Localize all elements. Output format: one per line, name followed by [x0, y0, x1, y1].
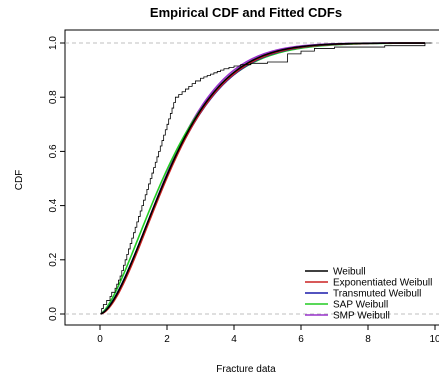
y-tick-label: 0.6 — [48, 144, 59, 158]
legend-label: Exponentiated Weibull — [333, 278, 432, 289]
x-axis-label: Fracture data — [216, 364, 276, 375]
legend-label: SMP Weibull — [333, 311, 390, 322]
x-tick-label: 0 — [97, 334, 103, 345]
y-tick-label: 1.0 — [48, 36, 59, 50]
y-tick-label: 0.2 — [48, 252, 59, 266]
legend-label: Transmuted Weibull — [333, 289, 421, 300]
x-tick-label: 10 — [429, 334, 439, 345]
empirical-cdf-step — [101, 42, 432, 315]
x-axis: 0 2 4 6 8 10 — [97, 325, 439, 345]
y-axis: 0.0 0.2 0.4 0.6 0.8 1.0 — [48, 36, 65, 321]
series-line — [100, 42, 425, 315]
x-tick-label: 6 — [298, 334, 304, 345]
x-tick-label: 2 — [164, 334, 170, 345]
legend-label: Weibull — [333, 267, 366, 278]
x-tick-label: 8 — [365, 334, 371, 345]
y-tick-label: 0.4 — [48, 198, 59, 212]
chart-title: Empirical CDF and Fitted CDFs — [150, 5, 342, 20]
plot-frame — [64, 29, 439, 326]
x-tick-label: 4 — [231, 334, 237, 345]
legend-label: SAP Weibull — [333, 300, 388, 311]
plot-area — [64, 29, 439, 326]
y-tick-label: 0.8 — [48, 90, 59, 104]
y-axis-label: CDF — [14, 170, 25, 191]
y-tick-label: 0.0 — [48, 307, 59, 321]
